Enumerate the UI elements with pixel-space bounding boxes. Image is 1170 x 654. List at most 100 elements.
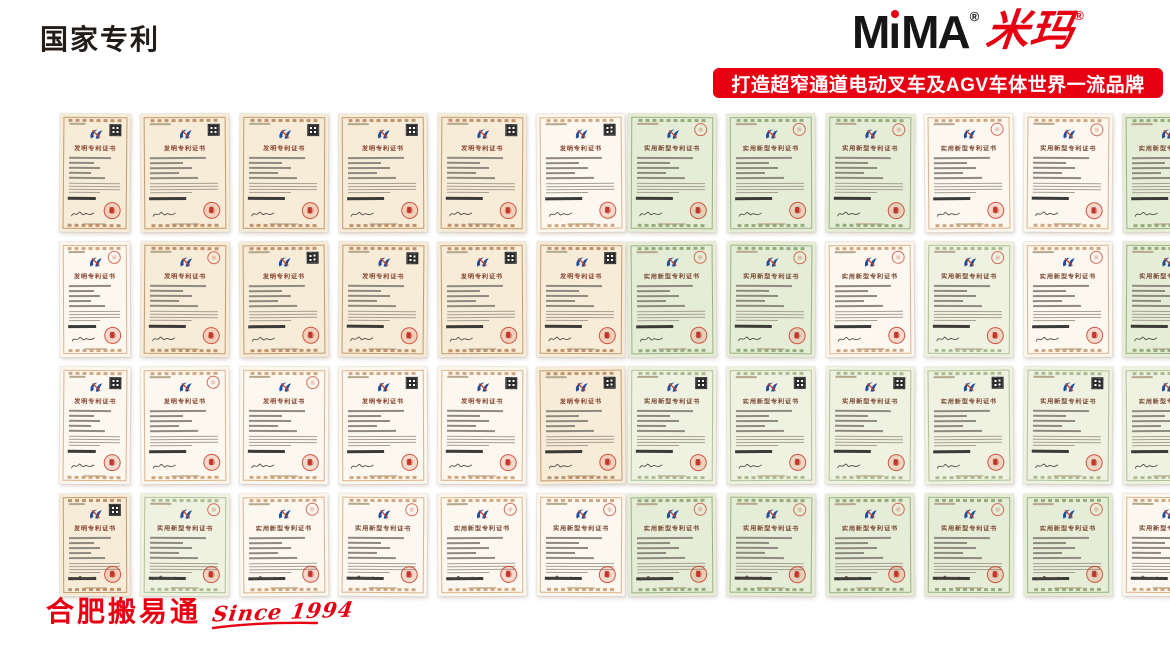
cert-dark-bar	[1031, 196, 1070, 201]
cert-bottom-row	[547, 327, 616, 345]
cert-number-line	[637, 122, 659, 125]
patent-certificate: 发明专利证书	[59, 493, 131, 597]
cert-number-line	[1132, 250, 1154, 253]
cert-dark-bar	[347, 196, 385, 201]
cert-bottom-row	[70, 326, 122, 344]
cnipa-logo-icon	[276, 128, 293, 141]
cert-dark-bar	[1031, 449, 1070, 454]
qr-code-icon	[603, 376, 616, 389]
patent-certificate: 实用新型专利证书	[825, 493, 915, 597]
cnipa-logo-icon	[861, 508, 878, 521]
cert-bottom-row	[547, 453, 617, 472]
cert-info-lines	[636, 536, 708, 560]
round-stamp-icon	[206, 375, 220, 389]
cert-footer-line	[467, 474, 497, 478]
patent-certificate: 实用新型专利证书	[726, 366, 816, 485]
cert-info-lines	[347, 409, 419, 433]
cert-dark-bar	[445, 196, 484, 201]
cert-info-lines	[68, 156, 122, 180]
qr-code-icon	[405, 376, 418, 389]
signature-icon	[349, 206, 375, 217]
cert-number-line	[735, 123, 757, 126]
swoosh-underline-icon	[211, 621, 319, 630]
cnipa-logo-icon	[1158, 381, 1170, 394]
signature-icon	[547, 330, 573, 341]
round-stamp-icon	[892, 123, 906, 137]
cert-dark-bar	[833, 449, 872, 454]
cert-info-lines	[1131, 284, 1170, 308]
cert-frame: 实用新型专利证书	[729, 244, 813, 355]
cert-title: 实用新型专利证书	[1039, 524, 1097, 533]
cert-footer-line	[855, 474, 885, 478]
cert-info-lines	[1131, 536, 1170, 560]
cert-info-lines	[834, 284, 906, 308]
cert-title: 实用新型专利证书	[941, 272, 998, 281]
cert-title: 实用新型专利证书	[841, 524, 898, 533]
cert-number-line	[150, 250, 172, 253]
cert-info-lines	[933, 409, 1005, 433]
cert-title: 实用新型专利证书	[1040, 397, 1097, 406]
cert-number-line	[249, 122, 271, 125]
patent-certificate: 实用新型专利证书	[726, 113, 816, 233]
cert-bottom-row	[349, 327, 418, 345]
cert-footer-line	[955, 474, 984, 478]
cert-dark-bar	[933, 196, 971, 201]
red-seal-icon	[203, 201, 221, 219]
cert-footer-line	[1053, 347, 1083, 351]
signature-icon	[349, 458, 375, 469]
cert-title: 发明专利证书	[263, 144, 306, 153]
cert-bottom-row	[935, 453, 1005, 472]
cert-bottom-row	[737, 201, 807, 219]
red-seal-icon	[888, 565, 906, 583]
cert-title: 实用新型专利证书	[742, 397, 799, 406]
cert-info-lines	[68, 409, 122, 433]
cert-footer-line	[368, 222, 398, 226]
qr-code-icon	[306, 251, 319, 264]
cnipa-logo-icon	[177, 256, 194, 269]
cnipa-logo-icon	[1059, 508, 1076, 521]
signature-icon	[70, 457, 96, 468]
cnipa-logo-icon	[960, 381, 977, 394]
cert-paragraph-lines	[68, 435, 122, 447]
cert-info-lines	[545, 284, 617, 308]
signature-icon	[836, 570, 862, 581]
patent-certificate: 实用新型专利证书	[924, 493, 1014, 597]
cert-frame: 发明专利证书	[143, 369, 227, 482]
cert-number-line	[447, 122, 469, 125]
cert-number-line	[545, 123, 567, 126]
cert-footer-line	[756, 222, 786, 226]
cert-bottom-row	[737, 566, 806, 584]
cert-paragraph-lines	[735, 182, 807, 194]
red-seal-icon	[888, 326, 906, 344]
cert-footer-line	[954, 586, 984, 590]
red-seal-icon	[401, 201, 419, 219]
red-seal-icon	[987, 201, 1005, 219]
round-stamp-icon	[1089, 250, 1103, 264]
cert-info-lines	[248, 156, 320, 180]
cnipa-logo-icon	[176, 381, 193, 394]
signature-icon	[638, 570, 664, 581]
cert-paragraph-lines	[347, 435, 419, 447]
cert-footer-line	[467, 222, 497, 226]
signature-icon	[737, 206, 763, 217]
cert-info-lines	[735, 536, 807, 560]
cert-paragraph-lines	[1131, 435, 1170, 447]
round-stamp-icon	[991, 251, 1005, 265]
cert-bottom-row	[935, 566, 1004, 584]
red-seal-icon	[1085, 202, 1103, 220]
cert-bottom-row	[836, 326, 906, 344]
signature-icon	[547, 206, 573, 217]
cert-footer-line	[566, 347, 596, 351]
cnipa-logo-icon	[1060, 128, 1077, 141]
cert-frame: 实用新型专利证书	[1125, 244, 1170, 355]
cert-frame: 实用新型专利证书	[539, 496, 623, 594]
cert-number-line	[249, 375, 271, 378]
red-seal-icon	[986, 566, 1004, 584]
round-stamp-icon	[107, 250, 121, 264]
cert-number-line	[933, 376, 955, 379]
cnipa-logo-icon	[573, 256, 590, 269]
patent-certificate: 实用新型专利证书	[726, 241, 816, 358]
cert-bottom-row	[638, 565, 708, 584]
signature-icon	[547, 569, 573, 580]
cert-title: 实用新型专利证书	[643, 524, 700, 533]
